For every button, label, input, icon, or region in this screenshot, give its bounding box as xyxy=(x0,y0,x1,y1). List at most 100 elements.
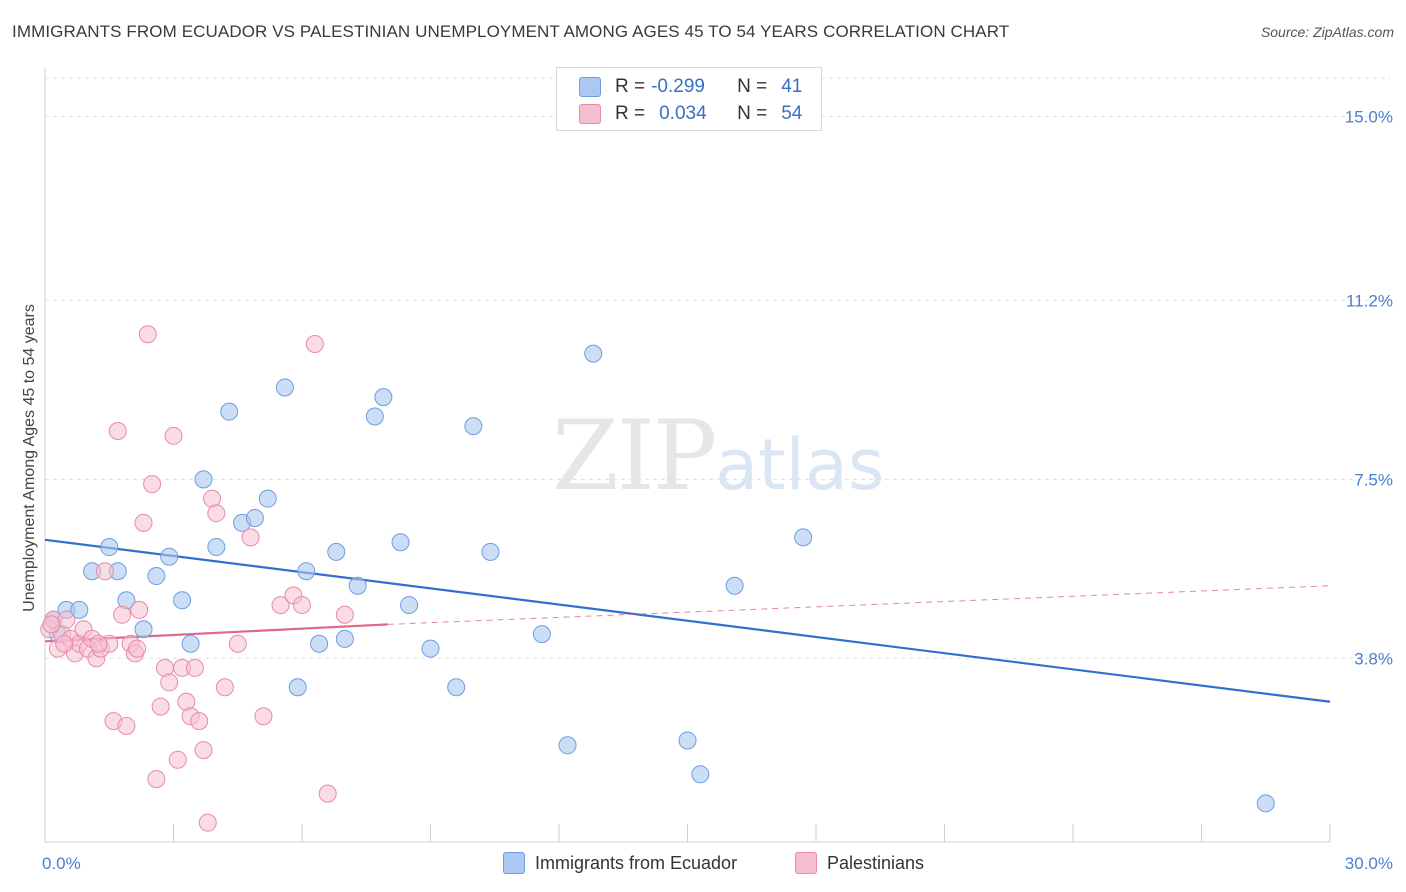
data-point-ecuador xyxy=(374,388,393,407)
y-tick-label: 15.0% xyxy=(1345,108,1393,127)
legend-item-label: Palestinians xyxy=(827,852,925,873)
data-point-palestinians xyxy=(271,596,290,615)
data-point-palestinians xyxy=(164,426,183,445)
legend-row-ecuador: R = -0.299 N = 41 xyxy=(579,74,802,100)
y-tick-label: 11.2% xyxy=(1346,291,1393,310)
data-point-palestinians xyxy=(293,596,311,615)
watermark-zip: ZIP xyxy=(552,400,717,512)
data-point-ecuador xyxy=(147,567,166,586)
data-point-ecuador xyxy=(678,731,697,750)
correlation-legend: R = -0.299 N = 41 R = 0.034 N = 54 xyxy=(556,67,822,131)
data-point-palestinians xyxy=(113,605,132,624)
series-legend: Immigrants from Ecuador Palestinians xyxy=(0,852,1406,878)
data-point-palestinians xyxy=(57,610,76,629)
legend-swatch-pink xyxy=(795,852,817,874)
data-point-ecuador xyxy=(464,417,483,436)
x-tick-label: 30.0% xyxy=(1345,854,1393,873)
data-point-ecuador xyxy=(275,378,294,397)
y-axis-label: Unemployment Among Ages 45 to 54 years xyxy=(21,304,38,612)
data-point-palestinians xyxy=(207,504,226,523)
data-point-ecuador xyxy=(327,542,346,561)
data-point-ecuador xyxy=(70,600,89,619)
y-tick-label: 3.8% xyxy=(1354,649,1393,668)
data-point-ecuador xyxy=(194,470,213,489)
data-point-palestinians xyxy=(138,325,157,344)
data-point-palestinians xyxy=(228,634,247,653)
data-point-ecuador xyxy=(207,538,226,557)
data-point-ecuador xyxy=(258,489,277,508)
data-point-ecuador xyxy=(794,528,813,547)
data-point-ecuador xyxy=(447,678,466,697)
data-point-ecuador xyxy=(288,678,307,697)
chart-title: IMMIGRANTS FROM ECUADOR VS PALESTINIAN U… xyxy=(12,22,1010,41)
data-point-palestinians xyxy=(335,605,354,624)
data-point-palestinians xyxy=(318,784,337,803)
data-point-ecuador xyxy=(391,533,410,552)
legend-n-value: 54 xyxy=(781,103,803,124)
legend-swatch-blue xyxy=(579,77,601,97)
data-point-palestinians xyxy=(168,750,187,769)
legend-row-palestinians: R = 0.034 N = 54 xyxy=(579,101,802,127)
series-palestinians-points xyxy=(40,325,354,832)
legend-n-label: N = xyxy=(737,76,768,97)
chart-source: Source: ZipAtlas.com xyxy=(1260,24,1394,40)
data-point-palestinians xyxy=(190,712,209,731)
data-point-ecuador xyxy=(134,620,153,639)
trend-line-palestinians xyxy=(387,585,1331,625)
axes xyxy=(44,68,1331,843)
data-point-ecuador xyxy=(220,402,239,421)
legend-swatch-blue xyxy=(503,852,525,874)
data-point-ecuador xyxy=(348,576,367,595)
legend-r-label: R = xyxy=(615,76,646,97)
data-point-palestinians xyxy=(108,421,127,440)
data-point-ecuador xyxy=(481,542,500,561)
legend-swatch-pink xyxy=(579,104,601,124)
data-point-ecuador xyxy=(297,562,316,581)
data-point-ecuador xyxy=(558,736,577,755)
legend-r-value: 0.034 xyxy=(659,103,707,124)
data-point-palestinians xyxy=(89,634,108,653)
data-point-ecuador xyxy=(421,639,440,658)
legend-r-label: R = xyxy=(615,103,646,124)
data-point-ecuador xyxy=(245,509,264,528)
data-point-ecuador xyxy=(725,576,744,595)
data-point-palestinians xyxy=(198,813,217,832)
data-point-ecuador xyxy=(335,629,354,648)
data-point-palestinians xyxy=(95,562,114,581)
data-point-palestinians xyxy=(185,658,204,677)
data-point-palestinians xyxy=(160,673,179,692)
data-point-ecuador xyxy=(160,547,179,566)
data-point-palestinians xyxy=(241,528,260,547)
data-point-ecuador xyxy=(400,596,419,615)
data-point-ecuador xyxy=(365,407,384,426)
tick-labels: 3.8% 7.5% 11.2% 15.0% 0.0% 30.0% xyxy=(42,108,1393,873)
trend-line-ecuador xyxy=(44,538,1331,703)
data-point-ecuador xyxy=(532,625,551,644)
data-point-palestinians xyxy=(254,707,273,726)
data-point-ecuador xyxy=(173,591,192,610)
data-point-ecuador xyxy=(691,765,710,784)
data-point-ecuador xyxy=(181,634,200,653)
legend-n-label: N = xyxy=(737,103,768,124)
watermark: ZIPatlas xyxy=(552,400,884,512)
legend-n-value: 41 xyxy=(781,76,803,97)
legend-r-value: -0.299 xyxy=(651,76,705,97)
data-point-palestinians xyxy=(117,716,136,735)
data-point-palestinians xyxy=(134,513,153,532)
data-point-palestinians xyxy=(130,600,149,619)
y-tick-label: 7.5% xyxy=(1354,470,1393,489)
legend-item-palestinians[interactable]: Palestinians xyxy=(795,852,924,874)
data-point-palestinians xyxy=(55,634,74,653)
legend-item-label: Immigrants from Ecuador xyxy=(535,852,738,873)
data-point-palestinians xyxy=(215,678,234,697)
data-point-ecuador xyxy=(100,538,119,557)
x-tick-label: 0.0% xyxy=(42,854,81,873)
data-point-palestinians xyxy=(128,639,147,658)
data-point-palestinians xyxy=(151,697,170,716)
legend-item-ecuador[interactable]: Immigrants from Ecuador xyxy=(503,852,737,874)
series-ecuador-points xyxy=(44,344,1275,813)
trend-lines xyxy=(44,538,1331,703)
watermark-atlas: atlas xyxy=(715,424,885,506)
data-point-ecuador xyxy=(584,344,603,363)
